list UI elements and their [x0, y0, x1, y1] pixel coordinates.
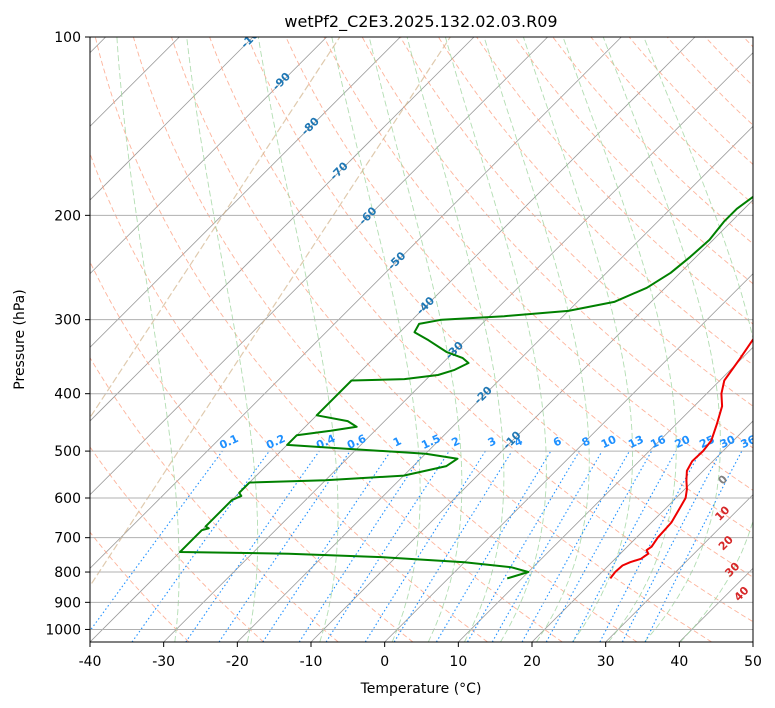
- mixing-ratio-line: [545, 450, 653, 642]
- isotherm-line: [458, 346, 753, 642]
- moist-adiabat-line: [186, 37, 259, 642]
- y-tick-label: 700: [54, 531, 81, 547]
- x-tick-label: 30: [597, 654, 615, 670]
- moist-adiabat-line: [602, 37, 721, 642]
- dewpoint-profile: [179, 195, 753, 580]
- isotherm-line: [90, 37, 622, 569]
- background-curve: [90, 37, 341, 419]
- dry-adiabat-line: [90, 261, 414, 642]
- x-tick-label: -40: [79, 654, 102, 670]
- y-tick-label: 200: [54, 208, 81, 224]
- mixing-ratio-line: [393, 450, 513, 642]
- dry-adiabat-line: [552, 37, 753, 245]
- moist-adiabat-line: [643, 37, 753, 642]
- y-tick-label: 800: [54, 565, 81, 581]
- y-tick-label: 600: [54, 491, 81, 507]
- isotherm-line: [90, 37, 401, 348]
- moist-adiabat-line: [257, 37, 339, 642]
- x-tick-label: 40: [670, 654, 688, 670]
- mixing-ratio-line: [521, 450, 630, 642]
- mixing-ratio-line: [185, 450, 320, 642]
- mixing-ratio-line: [572, 450, 677, 642]
- chart-title: wetPf2_C2E3.2025.132.02.03.R09: [284, 12, 557, 32]
- mixing-ratio-line: [491, 450, 603, 642]
- mixing-ratio-label: 36: [739, 433, 759, 451]
- isotherm-line: [90, 37, 475, 422]
- y-tick-label: 1000: [45, 622, 81, 638]
- mixing-ratio-label: 16: [648, 433, 668, 451]
- sounding-profiles: [179, 195, 753, 580]
- x-tick-label: -30: [152, 654, 175, 670]
- moist-adiabat-line: [522, 37, 634, 642]
- dry-adiabat-line: [285, 37, 753, 534]
- isotherm-line: [237, 125, 753, 642]
- y-tick-label: 900: [54, 595, 81, 611]
- moist-adiabat-line: [444, 37, 547, 642]
- plot-frame: [89, 36, 754, 643]
- dry-adiabat-line: [94, 37, 563, 642]
- moist-adiabat-line: [562, 37, 677, 642]
- y-tick-label: 300: [54, 313, 81, 329]
- temperature-profile: [609, 337, 753, 580]
- mixing-ratio-line: [325, 450, 450, 642]
- background-lines: [90, 37, 753, 642]
- pressure-gridlines: [90, 37, 753, 630]
- x-tick-label: -20: [226, 654, 249, 670]
- isotherm-line: [752, 641, 753, 642]
- mixing-ratio-line: [90, 450, 223, 632]
- moist-adiabat-line: [483, 37, 590, 642]
- x-axis-label: Temperature (°C): [360, 681, 482, 697]
- isotherm-line: [531, 420, 753, 642]
- x-tick-label: 50: [744, 654, 762, 670]
- x-tick-label: 0: [380, 654, 389, 670]
- y-axis-ticks: 100 200 300 400 500 600 700 800 900 1000: [45, 30, 90, 638]
- isotherm-line: [605, 494, 753, 642]
- dry-adiabat-line: [476, 37, 753, 325]
- mixing-ratio-line: [364, 450, 486, 642]
- dry-adiabat-line: [323, 37, 753, 491]
- mixing-ratio-label: 30: [718, 433, 738, 451]
- mixing-ratio-label: 20: [673, 433, 693, 451]
- isotherm-line: [384, 273, 753, 642]
- x-tick-label: 10: [449, 654, 467, 670]
- mixing-ratio-line: [467, 450, 580, 642]
- dry-adiabat-line: [590, 37, 753, 205]
- x-tick-label: -10: [300, 654, 323, 670]
- dry-adiabat-line: [209, 37, 753, 623]
- dry-adiabat-line: [171, 37, 712, 642]
- dry-adiabat-line: [438, 37, 753, 366]
- y-tick-label: 400: [54, 387, 81, 403]
- x-tick-label: 20: [523, 654, 541, 670]
- dry-adiabat-line: [90, 531, 190, 642]
- dry-adiabat-line: [361, 37, 753, 449]
- isotherm-line: [90, 37, 327, 275]
- y-tick-label: 100: [54, 30, 81, 46]
- mixing-ratio-label: 10: [599, 433, 619, 451]
- mixing-ratio-label: 13: [626, 433, 645, 451]
- y-tick-label: 500: [54, 444, 81, 460]
- moist-adiabat-line: [116, 37, 180, 642]
- isotherm-line: [90, 37, 254, 201]
- moist-adiabat-line: [331, 37, 421, 642]
- y-axis-label: Pressure (hPa): [12, 289, 28, 389]
- dry-adiabat-line: [132, 37, 638, 642]
- isotherm-line: [90, 37, 548, 496]
- dry-adiabat-line: [90, 356, 339, 642]
- x-axis-ticks: -40 -30 -20 -10 0 10 20 30 40 50: [79, 642, 762, 670]
- background-curve: [90, 37, 451, 588]
- isotherm-line: [163, 52, 753, 642]
- moist-adiabat-line: [368, 37, 463, 642]
- moist-adiabat-line: [406, 37, 505, 642]
- mixing-ratio-line: [218, 450, 351, 642]
- dry-adiabat-line: [399, 37, 753, 407]
- mixing-ratio-line: [435, 450, 552, 642]
- mixing-ratio-line: [131, 450, 270, 642]
